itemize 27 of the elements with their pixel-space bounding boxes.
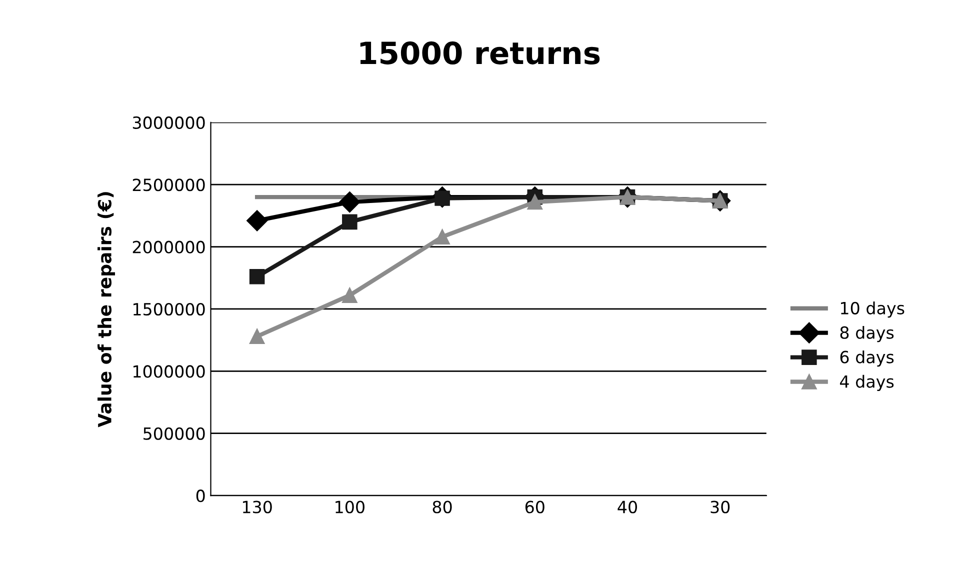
y-tick-label: 2000000 bbox=[132, 240, 205, 254]
y-axis-title: Value of the repairs (€) bbox=[98, 192, 116, 428]
y-tick-label: 0 bbox=[196, 490, 205, 502]
point bbox=[342, 214, 358, 230]
point bbox=[527, 194, 543, 210]
x-tick-label: 30 bbox=[710, 500, 730, 514]
point bbox=[434, 229, 450, 244]
x-tick-label: 100 bbox=[336, 500, 364, 514]
x-tick-label: 130 bbox=[242, 500, 272, 514]
point bbox=[249, 269, 265, 284]
y-tick-label: 500000 bbox=[144, 427, 205, 440]
x-tick-label: 80 bbox=[432, 500, 452, 514]
legend-label: 10 days bbox=[841, 302, 904, 318]
chart-title: 15000 returns bbox=[360, 41, 600, 64]
point bbox=[249, 328, 265, 344]
legend-label: 6 days bbox=[840, 350, 894, 367]
legend-label: 4 days bbox=[840, 374, 894, 392]
legend-label: 8 days bbox=[840, 326, 894, 342]
point bbox=[339, 192, 360, 213]
point bbox=[342, 288, 358, 303]
y-tick-label: 1500000 bbox=[134, 302, 205, 316]
y-tick-label: 1000000 bbox=[134, 365, 205, 378]
x-tick-label: 40 bbox=[618, 500, 637, 514]
y-tick-label: 3000000 bbox=[132, 116, 205, 129]
point bbox=[246, 210, 268, 232]
y-tick-label: 2500000 bbox=[132, 178, 205, 192]
x-tick-label: 60 bbox=[525, 500, 544, 514]
